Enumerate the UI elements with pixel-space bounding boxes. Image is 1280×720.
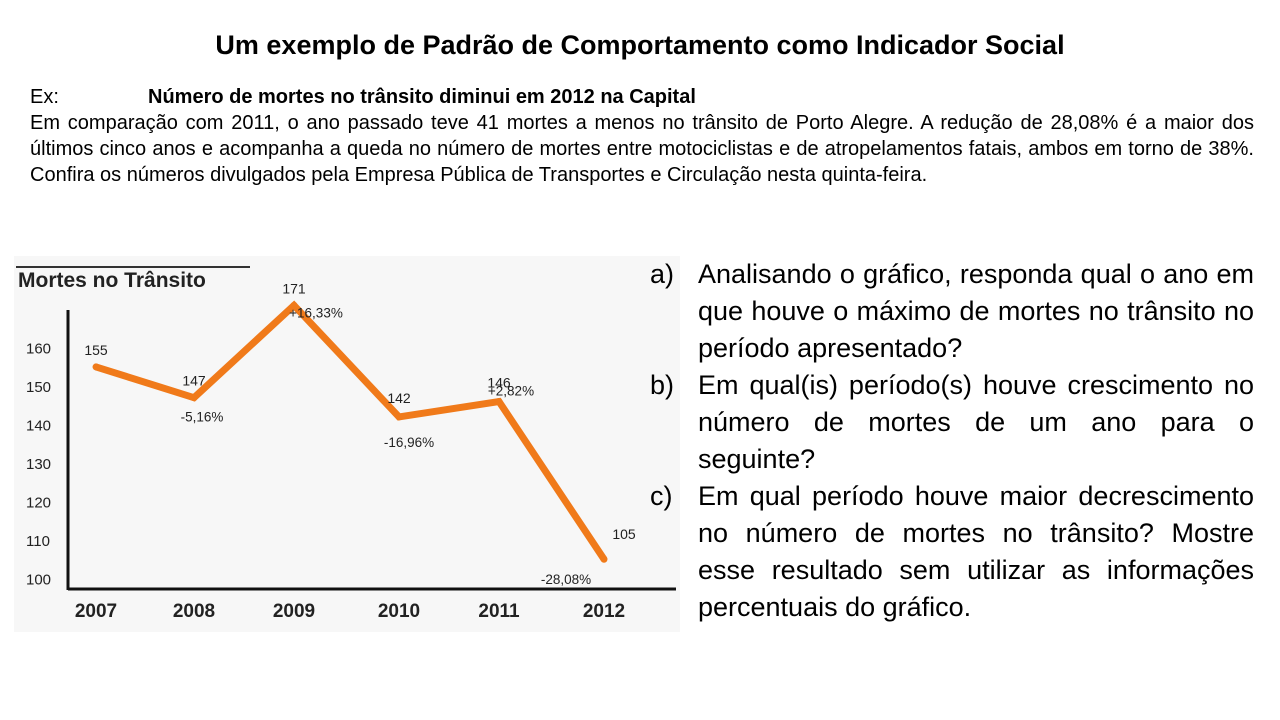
change-label: -16,96%	[384, 435, 434, 450]
data-label: 171	[282, 280, 306, 296]
y-tick-label: 140	[26, 418, 51, 435]
change-label: -28,08%	[541, 572, 591, 587]
change-label: +2,82%	[488, 384, 534, 399]
data-label: 142	[387, 390, 411, 406]
x-tick-label: 2012	[583, 601, 625, 622]
y-tick-label: 160	[26, 341, 51, 358]
y-tick-label: 120	[26, 495, 51, 512]
question-text: Em qual período houve maior decresciment…	[698, 481, 1254, 622]
questions-list: a) Analisando o gráfico, responda qual o…	[650, 256, 1254, 626]
chart-background	[14, 256, 680, 632]
x-tick-label: 2011	[478, 601, 520, 622]
data-point	[395, 413, 403, 421]
line-chart-svg: Mortes no Trânsito 100 110 120 130 140 150 160 2…	[14, 256, 680, 632]
question-c: c) Em qual período houve maior decrescim…	[650, 478, 1254, 626]
question-b: b) Em qual(is) período(s) houve crescime…	[650, 367, 1254, 478]
data-point	[495, 398, 503, 406]
y-tick-label: 150	[26, 379, 51, 396]
data-point	[190, 394, 198, 402]
question-letter: c)	[650, 481, 673, 511]
series-line-mortes	[94, 300, 607, 562]
y-tick-label: 130	[26, 456, 51, 473]
x-tick-label: 2009	[273, 601, 315, 622]
page-title: Um exemplo de Padrão de Comportamento co…	[215, 30, 1065, 60]
question-letter: a)	[650, 259, 675, 289]
change-label: +16,33%	[289, 305, 343, 320]
chart-title: Mortes no Trânsito	[18, 269, 206, 292]
y-tick-label: 100	[26, 571, 51, 588]
x-tick-label: 2010	[378, 601, 420, 622]
data-label: 105	[612, 526, 636, 542]
question-text: Analisando o gráfico, responda qual o an…	[698, 259, 1254, 363]
x-tick-label: 2007	[75, 601, 117, 622]
news-excerpt: Ex: Número de mortes no trânsito diminui…	[30, 84, 1254, 188]
news-body: Em comparação com 2011, o ano passado te…	[30, 112, 1254, 186]
question-a: a) Analisando o gráfico, responda qual o…	[650, 256, 1254, 367]
data-point	[290, 301, 298, 309]
example-label: Ex:	[30, 86, 59, 108]
data-point	[600, 555, 608, 563]
change-label: -5,16%	[181, 410, 224, 425]
data-label: 155	[84, 342, 108, 358]
data-label: 147	[182, 373, 206, 389]
deaths-chart: Mortes no Trânsito 100 110 120 130 140 150 160 2…	[14, 256, 680, 632]
question-letter: b)	[650, 370, 675, 400]
y-tick-label: 110	[26, 533, 50, 550]
x-tick-label: 2008	[173, 601, 215, 622]
question-text: Em qual(is) período(s) houve crescimento…	[698, 370, 1254, 474]
news-headline: Número de mortes no trânsito diminui em …	[148, 86, 696, 108]
data-point	[92, 363, 100, 371]
data-label: 146	[487, 375, 511, 391]
